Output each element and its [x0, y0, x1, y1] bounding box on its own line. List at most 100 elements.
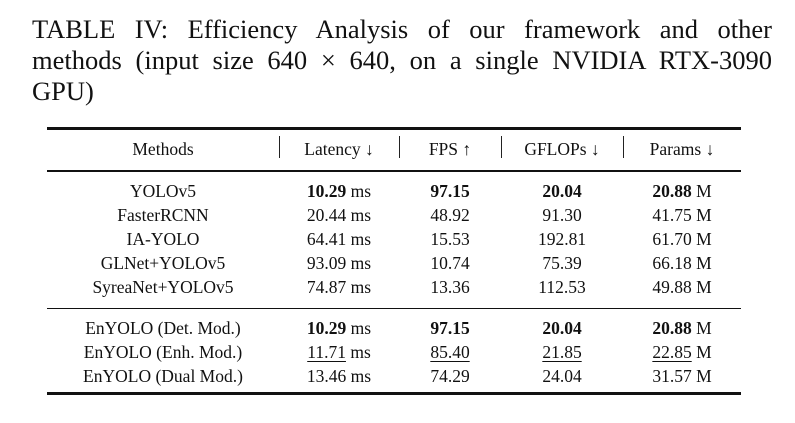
params-unit: M: [691, 253, 712, 273]
fps-cell: 97.15: [399, 316, 501, 340]
fps-value: 10.74: [430, 253, 470, 273]
fps-cell: 48.92: [399, 203, 501, 227]
method-name: SyreaNet+YOLOv5: [92, 277, 234, 297]
method-name: YOLOv5: [129, 181, 197, 201]
column-separator: [279, 136, 281, 158]
params-cell: 22.85 M: [623, 340, 741, 364]
table-row: EnYOLO (Dual Mod.) 13.46 ms 74.29 24.04 31.5…: [47, 364, 741, 388]
table-caption: TABLE IV: Efficiency Analysis of our fra…: [32, 14, 772, 107]
gflops-value: 75.39: [542, 253, 582, 273]
params-value: 20.88: [652, 181, 692, 201]
fps-cell: 13.36: [399, 275, 501, 299]
params-value: 22.85: [652, 342, 692, 362]
fps-cell: 97.15: [399, 179, 501, 203]
params-unit: M: [691, 277, 712, 297]
latency-value: 93.09: [306, 253, 347, 273]
params-cell: 66.18 M: [623, 251, 741, 275]
params-cell: 31.57 M: [623, 364, 741, 388]
latency-value: 74.87: [306, 277, 347, 297]
method-name: FasterRCNN: [117, 205, 209, 225]
params-unit: M: [691, 318, 712, 338]
latency-cell: 11.71 ms: [279, 340, 399, 364]
latency-cell: 10.29 ms: [279, 179, 399, 203]
params-value: 61.70: [652, 229, 692, 249]
fps-cell: 15.53: [399, 227, 501, 251]
params-cell: 20.88 M: [623, 179, 741, 203]
gflops-value: 20.04: [542, 181, 582, 201]
gflops-value: 20.04: [542, 318, 582, 338]
latency-unit: ms: [346, 253, 372, 273]
table-row: FasterRCNN 20.44 ms 48.92 91.30 41.75 M: [47, 203, 741, 227]
latency-cell: 64.41 ms: [279, 227, 399, 251]
gflops-value: 91.30: [542, 205, 582, 225]
params-unit: M: [691, 205, 712, 225]
params-value: 49.88: [652, 277, 692, 297]
params-value: 20.88: [652, 318, 692, 338]
latency-value: 11.71: [307, 342, 346, 362]
latency-cell: 10.29 ms: [279, 316, 399, 340]
method-name: EnYOLO (Det. Mod.): [85, 318, 241, 338]
method-cell: GLNet+YOLOv5: [47, 251, 279, 275]
latency-cell: 20.44 ms: [279, 203, 399, 227]
header-methods: Methods: [132, 139, 194, 159]
method-name: IA-YOLO: [126, 229, 200, 249]
table-row: SyreaNet+YOLOv5 74.87 ms 13.36 112.53 49.88 …: [47, 275, 741, 299]
gflops-cell: 20.04: [501, 316, 623, 340]
method-cell: EnYOLO (Enh. Mod.): [47, 340, 279, 364]
column-separator: [623, 136, 625, 158]
gflops-value: 192.81: [537, 229, 587, 249]
params-cell: 41.75 M: [623, 203, 741, 227]
latency-value: 10.29: [306, 181, 347, 201]
method-name: GLNet+YOLOv5: [100, 253, 226, 273]
caption-line-3: GPU): [32, 76, 94, 106]
latency-cell: 13.46 ms: [279, 364, 399, 388]
table-row: EnYOLO (Enh. Mod.) 11.71 ms 85.40 21.85 22.8…: [47, 340, 741, 364]
header-gflops: GFLOPs ↓: [524, 139, 600, 159]
latency-unit: ms: [346, 277, 372, 297]
fps-value: 74.29: [430, 366, 470, 386]
fps-cell: 74.29: [399, 364, 501, 388]
table-row: IA-YOLO 64.41 ms 15.53 192.81 61.70 M: [47, 227, 741, 251]
gflops-cell: 192.81: [501, 227, 623, 251]
latency-value: 20.44: [306, 205, 347, 225]
gflops-cell: 91.30: [501, 203, 623, 227]
params-cell: 49.88 M: [623, 275, 741, 299]
top-rule: [47, 127, 741, 130]
header-row: Methods Latency ↓ FPS ↑ GFLOPs ↓ Params …: [47, 137, 741, 161]
header-fps: FPS ↑: [428, 139, 472, 159]
gflops-cell: 75.39: [501, 251, 623, 275]
fps-value: 97.15: [430, 181, 470, 201]
header-latency: Latency ↓: [304, 139, 374, 159]
gflops-cell: 21.85: [501, 340, 623, 364]
latency-value: 13.46: [306, 366, 347, 386]
caption-line-1: TABLE IV: Efficiency Analysis of our fra…: [32, 14, 772, 44]
latency-unit: ms: [346, 318, 372, 338]
caption-line-2: methods (input size 640 × 640, on a sing…: [32, 45, 772, 75]
latency-unit: ms: [345, 342, 371, 362]
latency-cell: 93.09 ms: [279, 251, 399, 275]
latency-value: 10.29: [306, 318, 347, 338]
gflops-value: 24.04: [542, 366, 582, 386]
latency-value: 64.41: [306, 229, 347, 249]
gflops-value: 112.53: [538, 277, 586, 297]
params-cell: 20.88 M: [623, 316, 741, 340]
fps-value: 13.36: [430, 277, 470, 297]
params-value: 66.18: [652, 253, 692, 273]
table-row: EnYOLO (Det. Mod.) 10.29 ms 97.15 20.04 20.8…: [47, 316, 741, 340]
method-cell: IA-YOLO: [47, 227, 279, 251]
fps-cell: 85.40: [399, 340, 501, 364]
params-unit: M: [691, 229, 712, 249]
latency-unit: ms: [346, 205, 372, 225]
method-name: EnYOLO (Enh. Mod.): [83, 342, 243, 362]
params-value: 31.57: [652, 366, 692, 386]
latency-unit: ms: [346, 229, 372, 249]
method-cell: EnYOLO (Dual Mod.): [47, 364, 279, 388]
method-name: EnYOLO (Dual Mod.): [83, 366, 243, 386]
method-cell: EnYOLO (Det. Mod.): [47, 316, 279, 340]
header-rule: [47, 170, 741, 172]
bottom-rule: [47, 392, 741, 395]
fps-value: 85.40: [430, 342, 470, 362]
table-row: YOLOv5 10.29 ms 97.15 20.04 20.88 M: [47, 179, 741, 203]
fps-value: 48.92: [430, 205, 470, 225]
gflops-cell: 112.53: [501, 275, 623, 299]
